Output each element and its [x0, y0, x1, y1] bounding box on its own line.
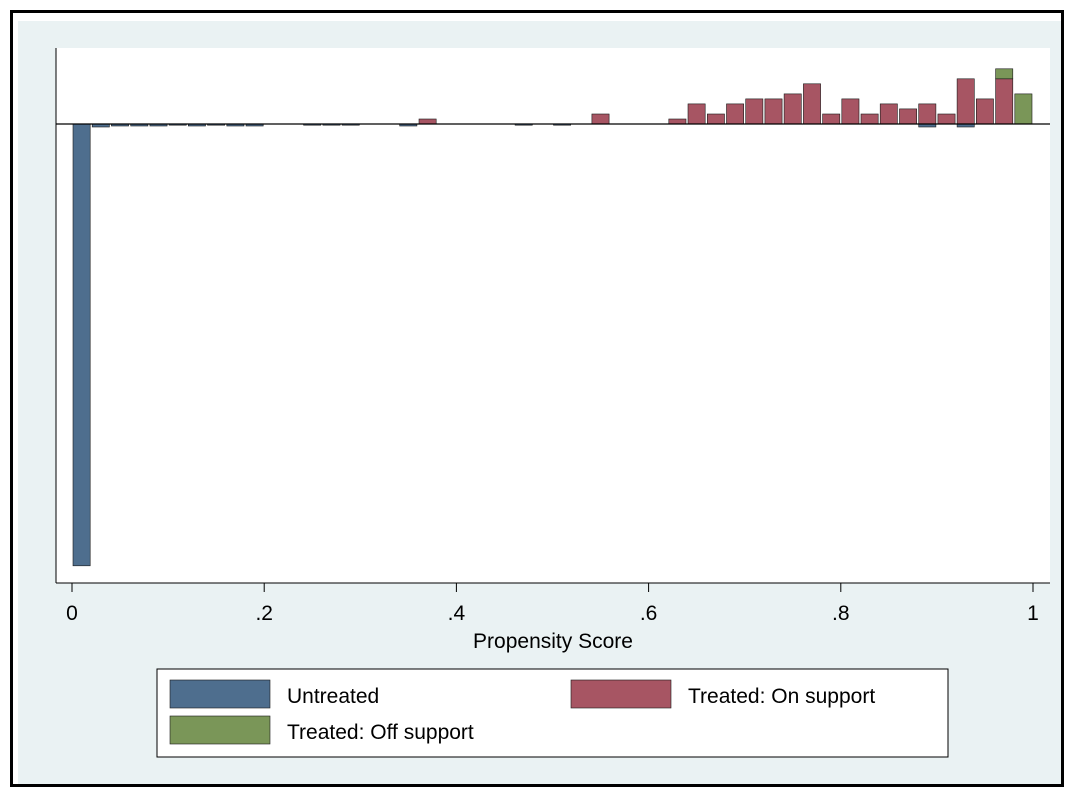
treated-on-support-bar	[937, 113, 956, 125]
legend-box	[156, 668, 949, 758]
treated-on-support-bars	[418, 78, 1014, 125]
treated-on-support-bar	[591, 113, 610, 125]
legend-swatch-untreated	[169, 679, 271, 709]
treated-off-support-bar	[995, 68, 1014, 80]
untreated-bars	[72, 123, 975, 567]
legend-swatch-treated-off-support	[169, 715, 271, 745]
treated-on-support-bar	[879, 103, 898, 125]
legend-label-treated-off-support: Treated: Off support	[287, 721, 474, 744]
treated-on-support-bar	[418, 118, 437, 125]
untreated-bar	[72, 123, 91, 567]
treated-on-support-bar	[726, 103, 745, 125]
treated-on-support-bar	[745, 98, 764, 125]
treated-on-support-bar	[918, 103, 937, 125]
x-axis-ticks: 0 .2 .4 .6 .8 1	[66, 583, 1039, 625]
legend-label-untreated: Untreated	[287, 685, 379, 708]
treated-on-support-bar	[803, 83, 821, 125]
x-tick-label: 0	[66, 602, 78, 625]
treated-off-support-bars	[995, 68, 1033, 125]
x-tick-label: .6	[640, 602, 658, 625]
treated-on-support-bar	[860, 113, 879, 125]
x-tick-label: .4	[448, 602, 466, 625]
treated-on-support-bar	[668, 118, 687, 125]
legend: Untreated Treated: On support Treated: Off…	[169, 679, 875, 745]
x-tick-label: .2	[255, 602, 273, 625]
treated-on-support-bar	[822, 113, 841, 125]
treated-on-support-bar	[687, 103, 706, 125]
treated-on-support-bar	[783, 93, 802, 125]
legend-label-treated-on-support: Treated: On support	[688, 685, 875, 708]
treated-on-support-bar	[899, 108, 918, 125]
x-axis-label: Propensity Score	[473, 630, 633, 653]
plot-area	[56, 48, 1050, 583]
treated-on-support-bar	[706, 113, 725, 125]
x-tick-label: .8	[832, 602, 850, 625]
treated-on-support-bar	[995, 78, 1014, 125]
treated-on-support-bar	[956, 78, 975, 125]
treated-on-support-bar	[841, 98, 860, 125]
treated-on-support-bar	[764, 98, 783, 125]
treated-off-support-bar	[1014, 93, 1033, 125]
treated-on-support-bar	[975, 98, 994, 125]
legend-swatch-treated-on-support	[570, 679, 672, 709]
x-tick-label: 1	[1027, 602, 1039, 625]
